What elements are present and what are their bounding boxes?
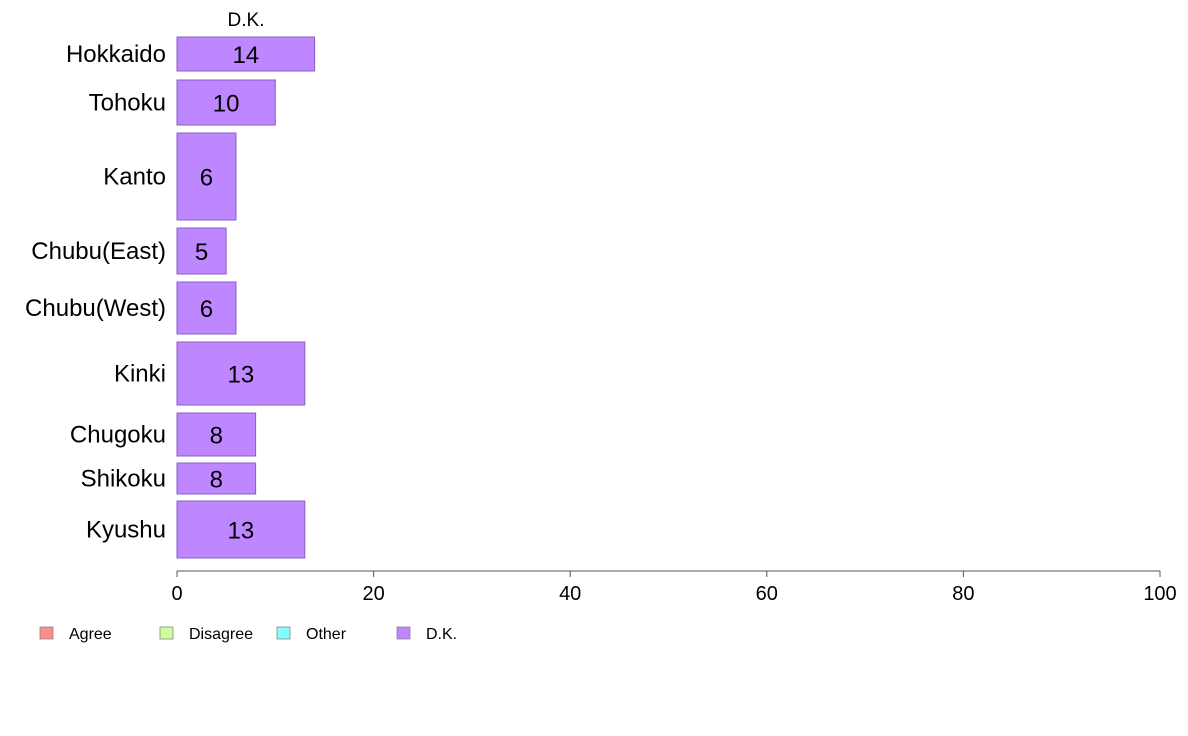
legend-label: D.K.: [426, 626, 457, 643]
legend-label: Other: [306, 626, 347, 643]
legend-label: Disagree: [189, 626, 253, 643]
category-label: Kanto: [103, 164, 166, 191]
bar-value-label: 10: [213, 91, 240, 118]
bar-hokkaido: [176, 36, 316, 72]
bar-value-label: 13: [228, 362, 255, 389]
legend-swatch-d-k-: [396, 626, 411, 640]
bar-kinki: [176, 341, 306, 406]
legend-swatch-other: [276, 626, 291, 640]
bar-value-label: 6: [200, 165, 213, 192]
x-tick-label: 20: [362, 583, 384, 605]
bar-chugoku: [176, 412, 257, 457]
bar-kanto: [176, 132, 237, 221]
bar-value-label: 8: [210, 423, 223, 450]
legend: Agree Disagree Other D.K.: [39, 626, 457, 643]
bar-value-label: 6: [200, 296, 213, 323]
column-label: D.K.: [228, 10, 265, 31]
category-labels: Hokkaido Tohoku Kanto Chubu(East) Chubu(West…: [25, 41, 166, 544]
category-label: Chugoku: [70, 422, 166, 449]
category-label: Kinki: [114, 361, 166, 388]
category-label: Kyushu: [86, 517, 166, 544]
x-tick-label: 80: [952, 583, 974, 605]
bar-chubu-east-: [176, 227, 227, 275]
legend-label: Agree: [69, 626, 112, 643]
bars-layer: [176, 36, 316, 559]
bar-kyushu: [176, 500, 306, 559]
bar-chubu-west-: [176, 281, 237, 335]
bar-value-label: 13: [228, 518, 255, 545]
bar-value-label: 14: [232, 42, 259, 69]
category-label: Tohoku: [89, 90, 166, 117]
x-axis-ticks: 0 20 40 60 80 100: [171, 571, 1177, 605]
bar-value-label: 5: [195, 239, 208, 266]
bar-shikoku: [176, 462, 257, 495]
category-label: Chubu(East): [31, 238, 166, 265]
legend-swatch-agree: [39, 626, 54, 640]
x-tick-label: 0: [171, 583, 182, 605]
bar-tohoku: [176, 79, 276, 126]
x-tick-label: 40: [559, 583, 581, 605]
legend-swatch-disagree: [159, 626, 174, 640]
bar-value-label: 8: [210, 467, 223, 494]
category-label: Chubu(West): [25, 295, 166, 322]
x-tick-label: 60: [756, 583, 778, 605]
category-label: Shikoku: [81, 466, 166, 493]
x-tick-label: 100: [1143, 583, 1176, 605]
category-label: Hokkaido: [66, 41, 166, 68]
